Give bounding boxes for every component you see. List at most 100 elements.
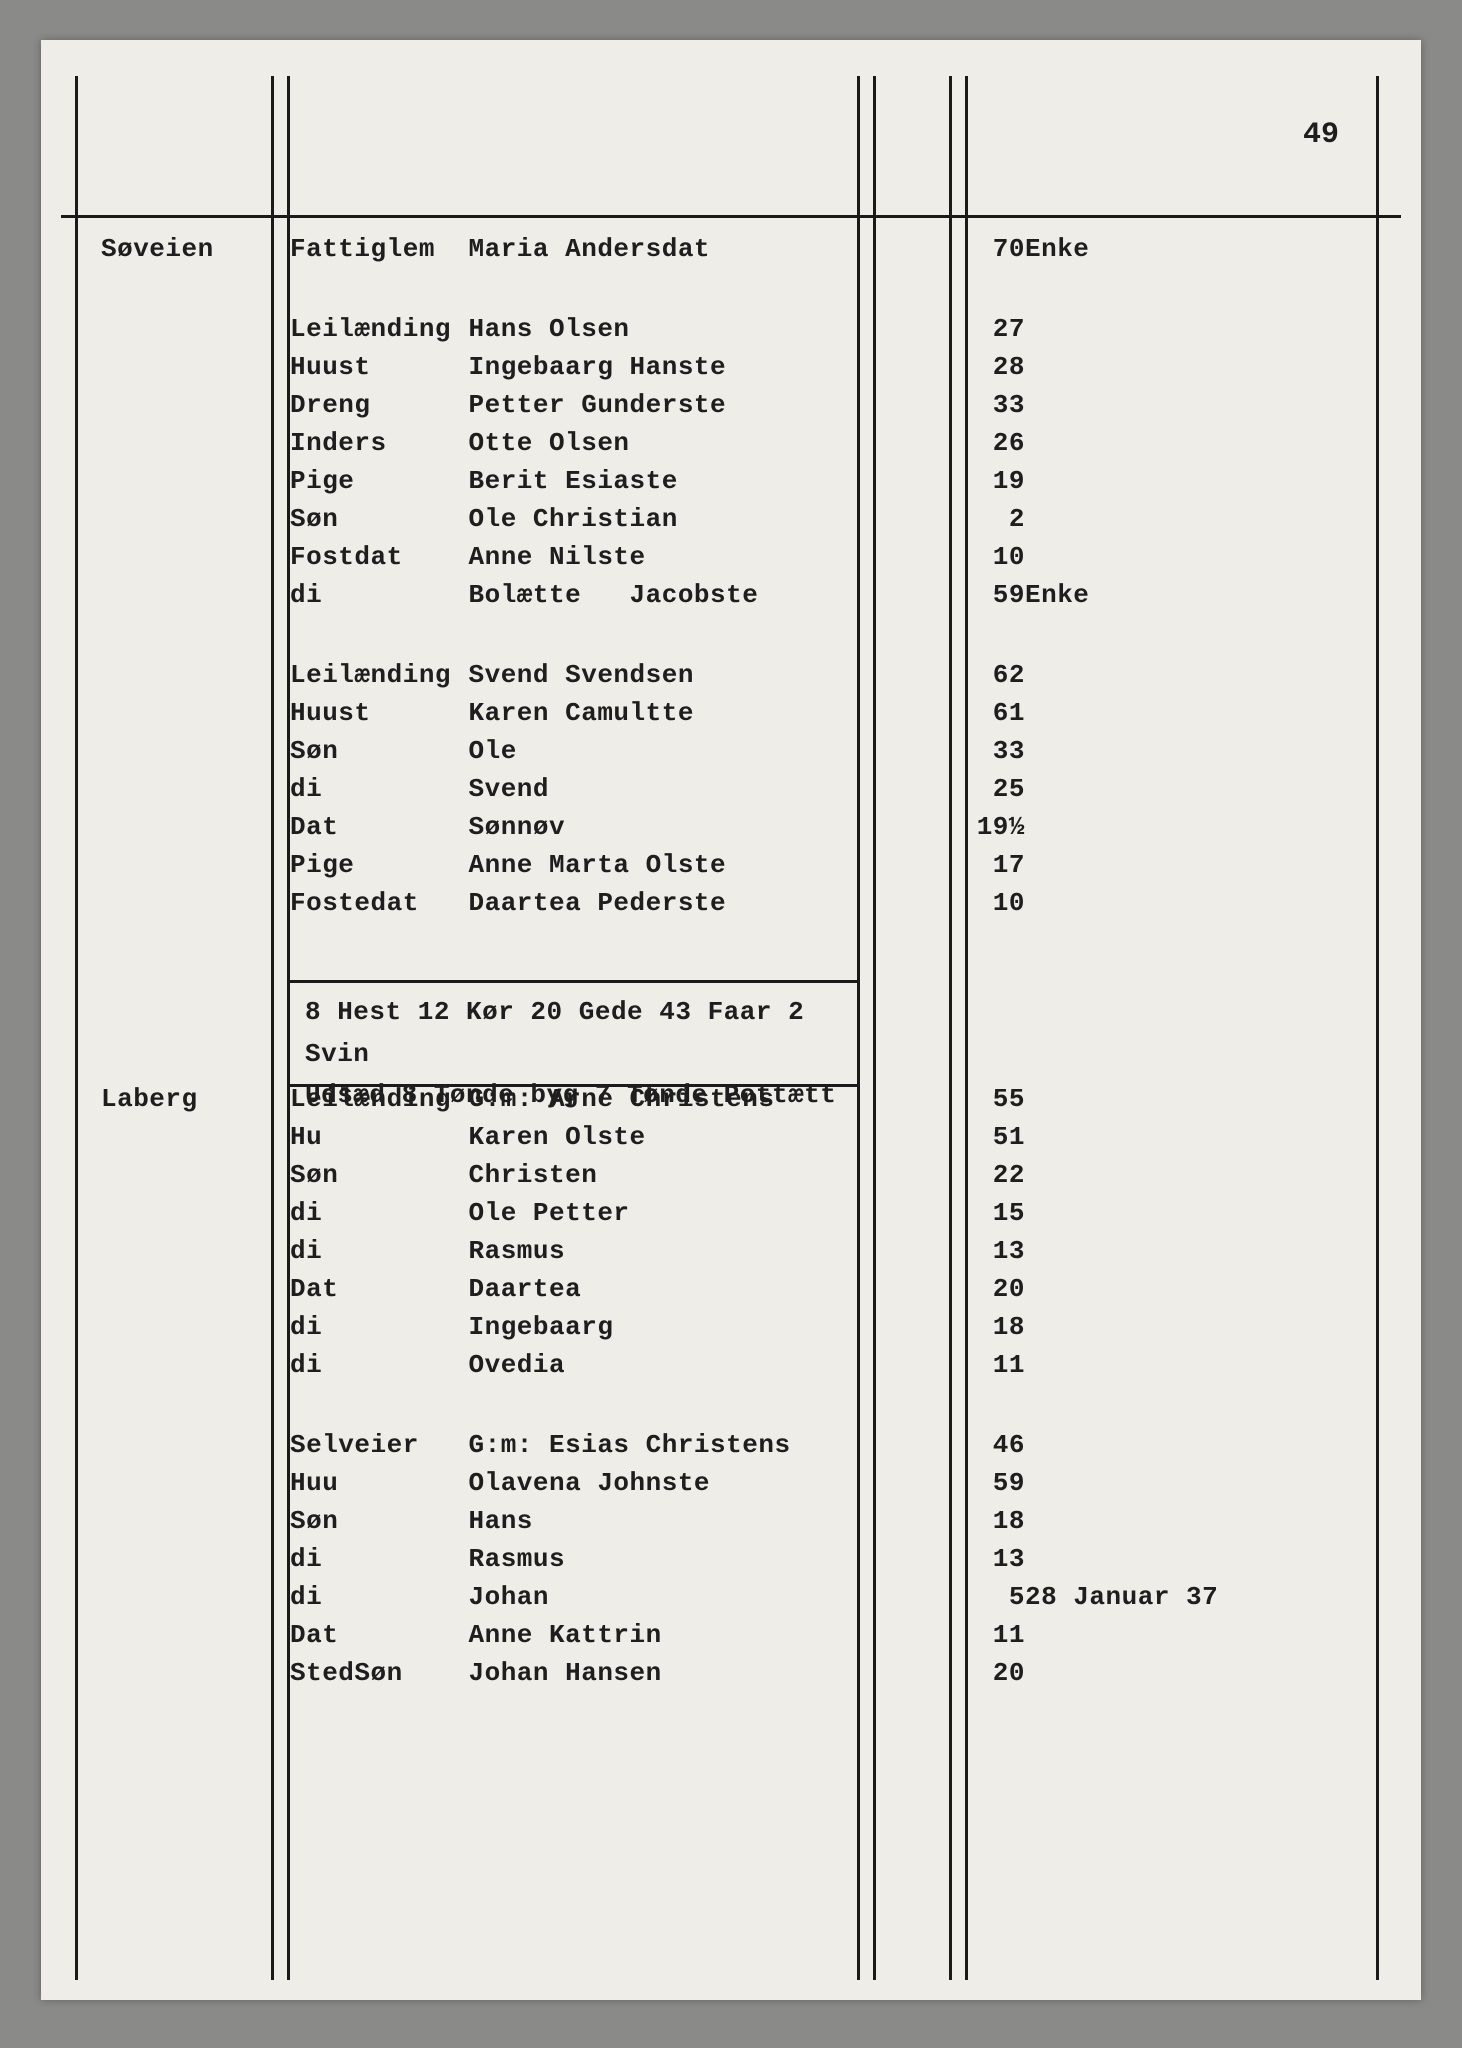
age-cell: 51 [931,1118,1026,1156]
age-cell: 33 [931,732,1026,770]
role-cell: StedSøn [290,1654,469,1692]
table-row: HuustIngebaarg Hanste28 [101,348,1361,386]
name-cell: Maria Andersdat [469,230,931,268]
note-cell [1025,1540,1361,1578]
table-row: diRasmus13 [101,1540,1361,1578]
role-cell: Huust [290,694,469,732]
age-cell: 22 [931,1156,1026,1194]
age-cell: 33 [931,386,1026,424]
role-cell: Leilænding [290,310,469,348]
name-cell: Karen Camultte [469,694,931,732]
role-cell: di [290,1578,469,1616]
role-cell: Dat [290,808,469,846]
table-row: HuuOlavena Johnste59 [101,1464,1361,1502]
place-cell [101,846,290,884]
note-cell [1025,1616,1361,1654]
name-cell: Hans [469,1502,931,1540]
table-row: diJohan528 Januar 37 [101,1578,1361,1616]
age-cell: 59 [931,576,1026,614]
place-cell [101,1270,290,1308]
place-cell [101,1232,290,1270]
note-cell [1025,1156,1361,1194]
name-cell: G:m: Esias Christens [469,1426,931,1464]
note-cell [1025,1194,1361,1232]
table-row: SønOle Christian2 [101,500,1361,538]
note-cell [1025,310,1361,348]
role-cell: Søn [290,1156,469,1194]
table-row [101,268,1361,310]
place-cell [101,770,290,808]
table-row: SønChristen22 [101,1156,1361,1194]
place-cell [101,732,290,770]
name-cell: Svend Svendsen [469,656,931,694]
role-cell: Dreng [290,386,469,424]
role-cell: Søn [290,500,469,538]
place-cell [101,808,290,846]
name-cell: Anne Marta Olste [469,846,931,884]
note-cell [1025,500,1361,538]
table-row: LeilændingSvend Svendsen62 [101,656,1361,694]
name-cell: Ovedia [469,1346,931,1384]
note-cell [1025,538,1361,576]
name-cell: Ingebaarg Hanste [469,348,931,386]
table-row: IndersOtte Olsen26 [101,424,1361,462]
age-cell: 19 [931,462,1026,500]
table-row: SønOle33 [101,732,1361,770]
name-cell: Johan Hansen [469,1654,931,1692]
role-cell: di [290,576,469,614]
table-row: SøveienFattiglemMaria Andersdat70Enke [101,230,1361,268]
note-cell [1025,1232,1361,1270]
age-cell: 46 [931,1426,1026,1464]
name-cell: Anne Kattrin [469,1616,931,1654]
place-cell [101,1118,290,1156]
age-cell: 28 [931,348,1026,386]
table-row: PigeBerit Esiaste19 [101,462,1361,500]
age-cell: 11 [931,1346,1026,1384]
table-row [101,614,1361,656]
note-cell: 28 Januar 37 [1025,1578,1361,1616]
note-cell [1025,348,1361,386]
age-cell: 62 [931,656,1026,694]
role-cell: Inders [290,424,469,462]
place-cell [101,1308,290,1346]
name-cell: Daartea [469,1270,931,1308]
place-cell [101,1578,290,1616]
name-cell: Berit Esiaste [469,462,931,500]
name-cell: Sønnøv [469,808,931,846]
role-cell: Pige [290,462,469,500]
place-cell [101,1502,290,1540]
note-cell [1025,1426,1361,1464]
document-page: 49 SøveienFattiglemMaria Andersdat70Enke… [41,40,1421,2000]
name-cell: Petter Gunderste [469,386,931,424]
census-content: SøveienFattiglemMaria Andersdat70Enke Lei… [101,230,1361,1692]
table-row: StedSønJohan Hansen20 [101,1654,1361,1692]
name-cell: Ole Christian [469,500,931,538]
role-cell: Pige [290,846,469,884]
place-cell [101,1346,290,1384]
role-cell: Fostdat [290,538,469,576]
role-cell: Fattiglem [290,230,469,268]
age-cell: 11 [931,1616,1026,1654]
table-row: HuustKaren Camultte61 [101,694,1361,732]
place-cell [101,500,290,538]
role-cell: di [290,1346,469,1384]
name-cell: Hans Olsen [469,310,931,348]
place-cell: Laberg [101,1080,290,1118]
table-row: HuKaren Olste51 [101,1118,1361,1156]
place-cell [101,1654,290,1692]
note-cell [1025,1080,1361,1118]
table-row: diOle Petter15 [101,1194,1361,1232]
role-cell: Søn [290,1502,469,1540]
name-cell: Anne Nilste [469,538,931,576]
role-cell: di [290,1308,469,1346]
place-cell [101,694,290,732]
note-cell [1025,1118,1361,1156]
age-cell: 70 [931,230,1026,268]
note-cell [1025,1464,1361,1502]
table-row [101,1384,1361,1426]
name-cell: Ole Petter [469,1194,931,1232]
note-cell [1025,694,1361,732]
note-cell [1025,770,1361,808]
table-row: FostdatAnne Nilste10 [101,538,1361,576]
name-cell: Ingebaarg [469,1308,931,1346]
